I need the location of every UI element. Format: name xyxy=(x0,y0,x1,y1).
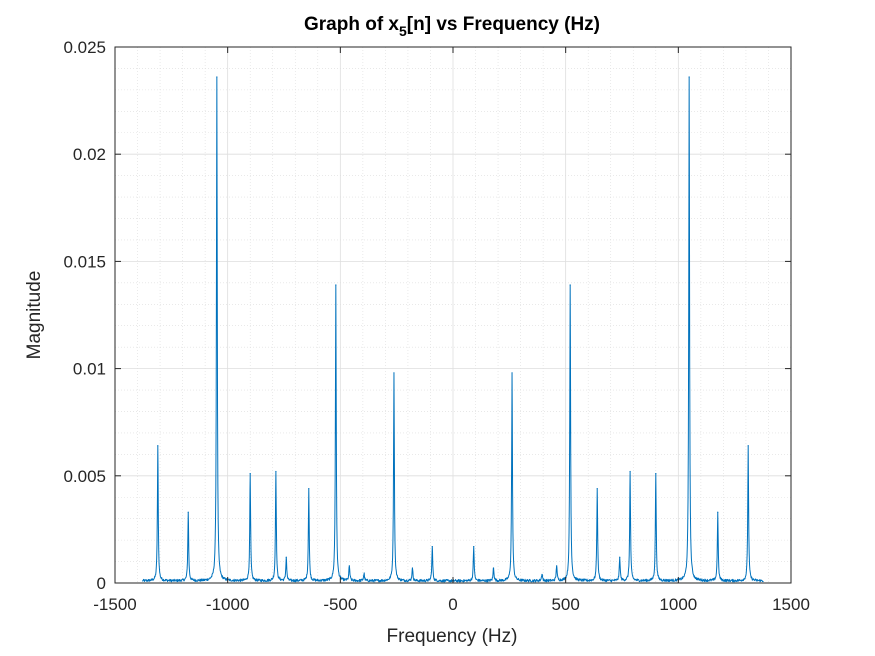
peak-point xyxy=(541,573,543,576)
peak-point xyxy=(411,567,414,569)
y-tick-label: 0.015 xyxy=(63,252,106,271)
peak-point xyxy=(249,473,251,475)
x-tick-label: -500 xyxy=(323,595,357,614)
peak-point xyxy=(556,565,558,567)
x-tick-labels: -1500 -1000 -500 0 500 1000 1500 xyxy=(93,595,810,614)
peak-point xyxy=(157,445,159,447)
peak-point xyxy=(569,284,571,286)
x-tick-label: 1000 xyxy=(659,595,697,614)
peak-point xyxy=(348,565,350,567)
x-axis-label: Frequency (Hz) xyxy=(387,626,518,647)
peak-point xyxy=(393,372,395,374)
peak-point xyxy=(492,567,495,569)
peak-point xyxy=(655,473,657,475)
y-tick-label: 0 xyxy=(97,574,106,593)
peak-point xyxy=(717,511,719,513)
x-tick-label: 1500 xyxy=(772,595,810,614)
peak-point xyxy=(335,284,337,286)
peak-point xyxy=(473,545,475,548)
y-tick-label: 0.005 xyxy=(63,467,106,486)
peak-point xyxy=(308,488,310,490)
tick-marks xyxy=(114,46,792,584)
y-axis-label: Magnitude xyxy=(24,271,45,360)
y-tick-label: 0.01 xyxy=(73,360,106,379)
peak-point xyxy=(596,488,598,490)
peak-point xyxy=(629,470,631,473)
x-tick-label: 500 xyxy=(551,595,579,614)
peak-point xyxy=(688,76,690,78)
peak-point xyxy=(431,545,433,548)
peak-point xyxy=(216,76,218,78)
chart-title-post: [n] vs Frequency (Hz) xyxy=(407,14,600,35)
peak-point xyxy=(187,511,189,513)
x-tick-label: -1000 xyxy=(206,595,249,614)
peak-point xyxy=(511,372,513,374)
peak-point xyxy=(363,573,365,576)
peak-point xyxy=(275,470,277,473)
peak-point xyxy=(619,556,621,558)
peak-point xyxy=(747,445,749,447)
chart-title-pre: Graph of x xyxy=(304,14,399,35)
y-tick-label: 0.025 xyxy=(63,38,106,57)
x-tick-label: -1500 xyxy=(93,595,136,614)
chart-title: Graph of x5[n] vs Frequency (Hz) xyxy=(304,14,600,39)
y-tick-labels: 0 0.005 0.01 0.015 0.02 0.025 xyxy=(63,38,106,593)
x-tick-label: 0 xyxy=(448,595,457,614)
peak-point xyxy=(285,556,287,558)
chart-title-subscript: 5 xyxy=(399,23,407,39)
y-tick-label: 0.02 xyxy=(73,145,106,164)
minor-grid xyxy=(115,47,791,583)
